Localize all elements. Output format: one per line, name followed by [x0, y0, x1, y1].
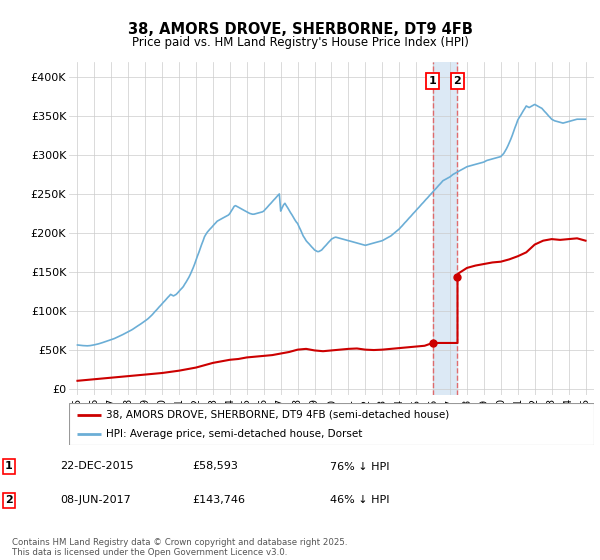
Text: £58,593: £58,593	[192, 461, 238, 472]
Bar	[433, 62, 457, 395]
Text: 2: 2	[454, 76, 461, 86]
Text: 38, AMORS DROVE, SHERBORNE, DT9 4FB: 38, AMORS DROVE, SHERBORNE, DT9 4FB	[128, 22, 472, 38]
FancyBboxPatch shape	[69, 403, 594, 445]
Text: 22-DEC-2015: 22-DEC-2015	[60, 461, 134, 472]
Text: 1: 1	[5, 461, 13, 472]
Text: 76% ↓ HPI: 76% ↓ HPI	[330, 461, 389, 472]
Text: 38, AMORS DROVE, SHERBORNE, DT9 4FB (semi-detached house): 38, AMORS DROVE, SHERBORNE, DT9 4FB (sem…	[106, 409, 449, 419]
Text: 2: 2	[5, 495, 13, 505]
Text: 46% ↓ HPI: 46% ↓ HPI	[330, 495, 389, 505]
Text: 1: 1	[429, 76, 436, 86]
Text: HPI: Average price, semi-detached house, Dorset: HPI: Average price, semi-detached house,…	[106, 429, 362, 439]
Text: £143,746: £143,746	[192, 495, 245, 505]
Text: Price paid vs. HM Land Registry's House Price Index (HPI): Price paid vs. HM Land Registry's House …	[131, 36, 469, 49]
Text: Contains HM Land Registry data © Crown copyright and database right 2025.
This d: Contains HM Land Registry data © Crown c…	[12, 538, 347, 557]
Text: 08-JUN-2017: 08-JUN-2017	[60, 495, 131, 505]
